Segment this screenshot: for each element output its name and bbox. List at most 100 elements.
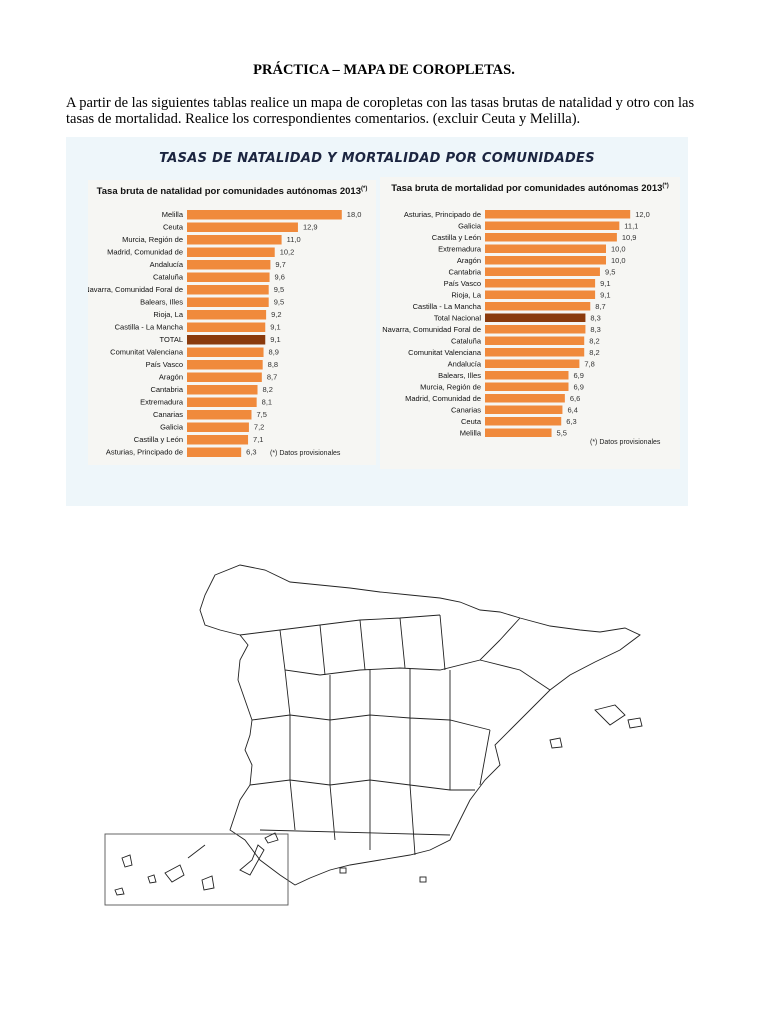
category-label: Ceuta [163,223,184,232]
category-label: Asturias, Principado de [106,448,183,457]
bar [485,267,600,276]
spain-provinces-map [104,564,643,906]
natalidad-chart: Tasa bruta de natalidad por comunidades … [88,180,376,465]
value-label: 9,5 [274,298,284,307]
bar [187,435,249,445]
bar [485,394,565,403]
bar [187,335,266,345]
intro-paragraph: A partir de las siguientes tablas realic… [66,95,695,127]
canary-islands [114,832,279,896]
value-label: 7,2 [254,423,264,432]
category-label: Asturias, Principado de [404,210,481,219]
melilla [419,876,427,883]
value-label: 6,4 [567,406,577,415]
value-label: 9,7 [275,260,285,269]
category-label: Aragón [457,256,481,265]
category-label: Andalucía [150,260,184,269]
page-title: PRÁCTICA – MAPA DE COROPLETAS. [253,62,515,78]
value-label: 9,6 [275,273,285,282]
peninsula-outline [199,564,641,886]
category-label: País Vasco [444,279,481,288]
bar [485,290,596,299]
value-label: 11,0 [287,235,301,244]
bar [187,322,266,332]
bar [187,447,242,457]
bar [485,382,569,391]
value-label: 9,2 [271,310,281,319]
value-label: 9,5 [605,268,615,277]
category-label: Ceuta [461,417,482,426]
bar [485,313,586,322]
category-label: Murcia, Región de [420,383,481,392]
value-label: 7,1 [253,435,263,444]
bar [485,210,631,219]
category-label: Castilla - La Mancha [115,323,184,332]
value-label: 6,3 [246,448,256,457]
bar [187,372,262,382]
value-label: 6,9 [573,371,583,380]
category-label: Andalucía [448,360,482,369]
value-label: 8,2 [589,348,599,357]
value-label: 10,0 [611,245,626,254]
bar [485,348,585,357]
mortalidad-chart-title: Tasa bruta de mortalidad por comunidades… [391,183,669,195]
value-label: 8,7 [267,373,277,382]
value-label: 8,1 [262,398,272,407]
bar [485,221,620,230]
category-label: Cantabria [150,385,183,394]
category-label: Canarias [451,406,481,415]
bar [485,244,606,253]
bar [485,405,563,414]
bar [187,235,282,245]
value-label: 5,5 [557,429,567,438]
category-label: Navarra, Comunidad Foral de [382,325,481,334]
category-label: Balears, Illes [140,298,183,307]
value-label: 9,1 [270,335,280,344]
category-label: Melilla [162,210,184,219]
category-label: Cataluña [153,273,184,282]
charts-panel: TASAS DE NATALIDAD Y MORTALIDAD POR COMU… [66,137,688,506]
bar [485,417,562,426]
balearic-islands [549,704,643,749]
bar [485,428,552,437]
bar [187,247,275,257]
category-label: Comunitat Valenciana [408,348,482,357]
bar [485,336,585,345]
category-label: Castilla - La Mancha [413,302,482,311]
category-label: Total Nacional [434,314,481,323]
bar [485,371,569,380]
bar [187,260,271,270]
panel-title: TASAS DE NATALIDAD Y MORTALIDAD POR COMU… [159,151,595,166]
bar [187,397,257,407]
category-label: Extremadura [438,245,482,254]
value-label: 6,6 [570,394,580,403]
value-label: 8,3 [590,314,600,323]
value-label: 9,1 [270,323,280,332]
value-label: 8,2 [589,337,599,346]
category-label: Galicia [160,423,184,432]
category-label: Cantabria [448,268,481,277]
natalidad-note: (*) Datos provisionales [270,450,341,457]
value-label: 10,0 [611,256,626,265]
category-label: Balears, Illes [438,371,481,380]
value-label: 8,3 [590,325,600,334]
bar [187,422,249,432]
value-label: 10,9 [622,233,637,242]
value-label: 6,9 [573,383,583,392]
value-label: 9,1 [600,291,610,300]
value-label: 9,5 [274,285,284,294]
value-label: 7,5 [257,410,267,419]
bar [187,222,298,232]
value-label: 8,2 [263,385,273,394]
value-label: 8,7 [595,302,605,311]
bar [485,256,606,265]
value-label: 8,9 [269,348,279,357]
natalidad-chart-title: Tasa bruta de natalidad por comunidades … [96,186,368,198]
value-label: 10,2 [280,248,295,257]
value-label: 11,1 [624,222,638,231]
category-label: Madrid, Comunidad de [107,248,183,257]
bar [485,325,586,334]
mortalidad-chart: Tasa bruta de mortalidad por comunidades… [380,177,680,469]
category-label: Navarra, Comunidad Foral de [88,285,183,294]
bar [485,279,596,288]
